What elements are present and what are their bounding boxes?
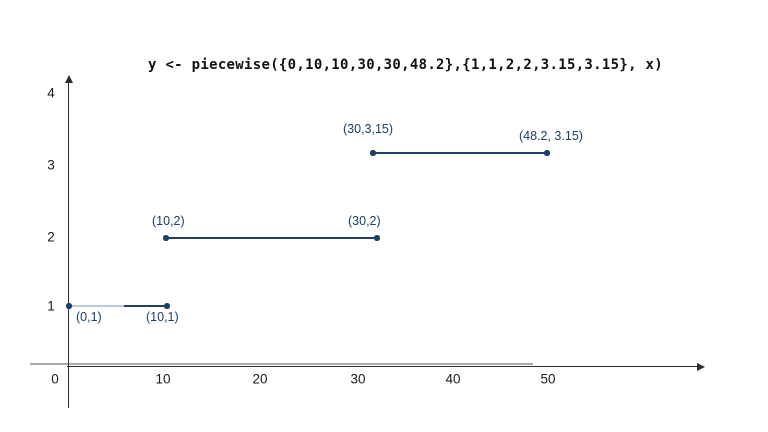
x-axis-tick-label: 0 xyxy=(51,371,59,387)
point-label: (30,3,15) xyxy=(343,122,394,136)
x-axis-tick-label: 10 xyxy=(155,371,171,387)
data-point xyxy=(374,235,380,241)
y-axis-tick-label: 2 xyxy=(47,229,55,245)
data-point xyxy=(544,150,550,156)
x-axis-tick-label: 40 xyxy=(445,371,461,387)
point-label: (0,1) xyxy=(76,310,102,324)
plot-title: y <- piecewise({0,10,10,30,30,48.2},{1,1… xyxy=(148,57,663,73)
data-point xyxy=(370,150,376,156)
y-axis-line xyxy=(67,80,70,408)
x-axis-gray-overlay-line xyxy=(30,362,533,366)
y-axis-tick-label: 3 xyxy=(47,157,55,173)
segment-line-3 xyxy=(373,152,547,154)
segment-line-2 xyxy=(166,237,377,239)
point-label: (48.2, 3.15) xyxy=(519,129,583,143)
x-axis-arrowhead xyxy=(697,362,705,371)
segment-1-light-overlay xyxy=(68,304,124,308)
point-label: (10,2) xyxy=(152,214,185,228)
point-label: (30,2) xyxy=(348,214,381,228)
x-axis-line xyxy=(67,365,698,368)
x-axis-tick-label: 30 xyxy=(350,371,366,387)
x-axis-tick-label: 50 xyxy=(540,371,556,387)
y-axis-tick-label: 1 xyxy=(47,298,55,314)
point-label: (10,1) xyxy=(146,310,179,324)
data-point xyxy=(163,235,169,241)
data-point xyxy=(66,303,72,309)
y-axis-arrowhead xyxy=(64,75,73,83)
y-axis-tick-label: 4 xyxy=(47,85,55,101)
data-point xyxy=(164,303,170,309)
x-axis-tick-label: 20 xyxy=(252,371,268,387)
